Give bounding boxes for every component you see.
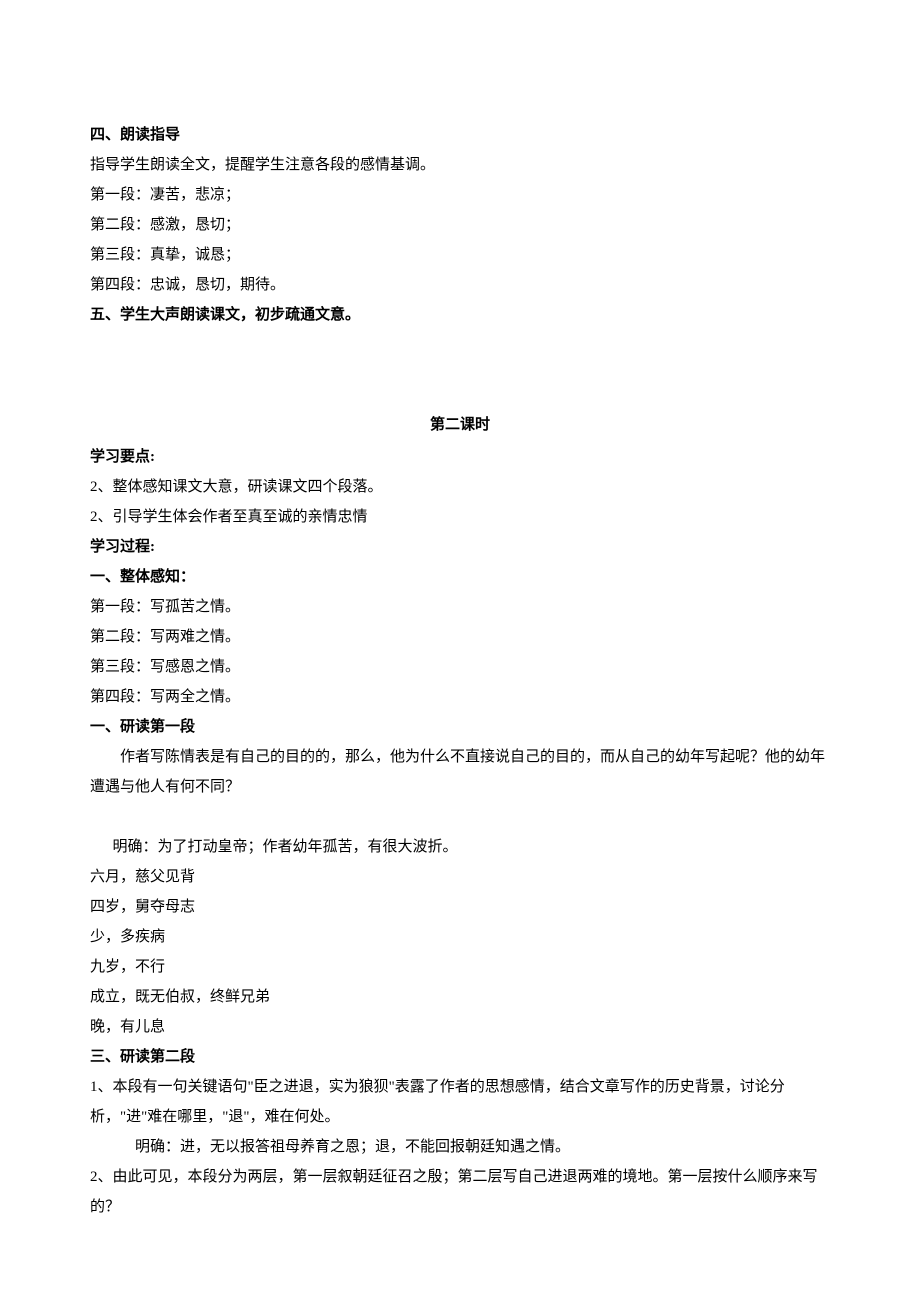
sec1-line4: 第四段：写两全之情。 (90, 682, 830, 712)
spacer2 (90, 802, 830, 832)
sec1-line1: 第一段：写孤苦之情。 (90, 592, 830, 622)
sec1-line3: 第三段：写感恩之情。 (90, 652, 830, 682)
section4-line1: 第一段：凄苦，悲凉； (90, 180, 830, 210)
spacer (90, 330, 830, 360)
sec3-q2: 2、由此可见，本段分为两层，第一层叙朝廷征召之殷；第二层写自己进退两难的境地。第… (90, 1162, 830, 1222)
sec3-a1: 明确：进，无以报答祖母养育之恩；退，不能回报朝廷知遇之情。 (90, 1132, 830, 1162)
sec2-item3: 少，多疾病 (90, 922, 830, 952)
sec2-item1: 六月，慈父见背 (90, 862, 830, 892)
sec2-item6: 晚，有儿息 (90, 1012, 830, 1042)
sec2-answer: 明确：为了打动皇帝；作者幼年孤苦，有很大波折。 (90, 832, 830, 862)
section4-line2: 第二段：感激，恳切； (90, 210, 830, 240)
sec1-title: 一、整体感知： (90, 562, 830, 592)
sec2-title: 一、研读第一段 (90, 712, 830, 742)
section5-title: 五、学生大声朗读课文，初步疏通文意。 (90, 300, 830, 330)
section4-line4: 第四段：忠诚，恳切，期待。 (90, 270, 830, 300)
sec1-line2: 第二段：写两难之情。 (90, 622, 830, 652)
point-2: 2、引导学生体会作者至真至诚的亲情忠情 (90, 502, 830, 532)
lesson2-heading: 第二课时 (90, 410, 830, 440)
section4-intro: 指导学生朗读全文，提醒学生注意各段的感情基调。 (90, 150, 830, 180)
section4-line3: 第三段：真挚，诚恳； (90, 240, 830, 270)
sec3-title: 三、研读第二段 (90, 1042, 830, 1072)
sec2-item2: 四岁，舅夺母志 (90, 892, 830, 922)
section4-title: 四、朗读指导 (90, 120, 830, 150)
sec2-item5: 成立，既无伯叔，终鲜兄弟 (90, 982, 830, 1012)
sec3-q1: 1、本段有一句关键语句"臣之进退，实为狼狈"表露了作者的思想感情，结合文章写作的… (90, 1072, 830, 1132)
sec2-question: 作者写陈情表是有自己的目的的，那么，他为什么不直接说自己的目的，而从自己的幼年写… (90, 742, 830, 802)
sec2-item4: 九岁，不行 (90, 952, 830, 982)
process-label: 学习过程: (90, 532, 830, 562)
point-1: 2、整体感知课文大意，研读课文四个段落。 (90, 472, 830, 502)
points-label: 学习要点: (90, 442, 830, 472)
